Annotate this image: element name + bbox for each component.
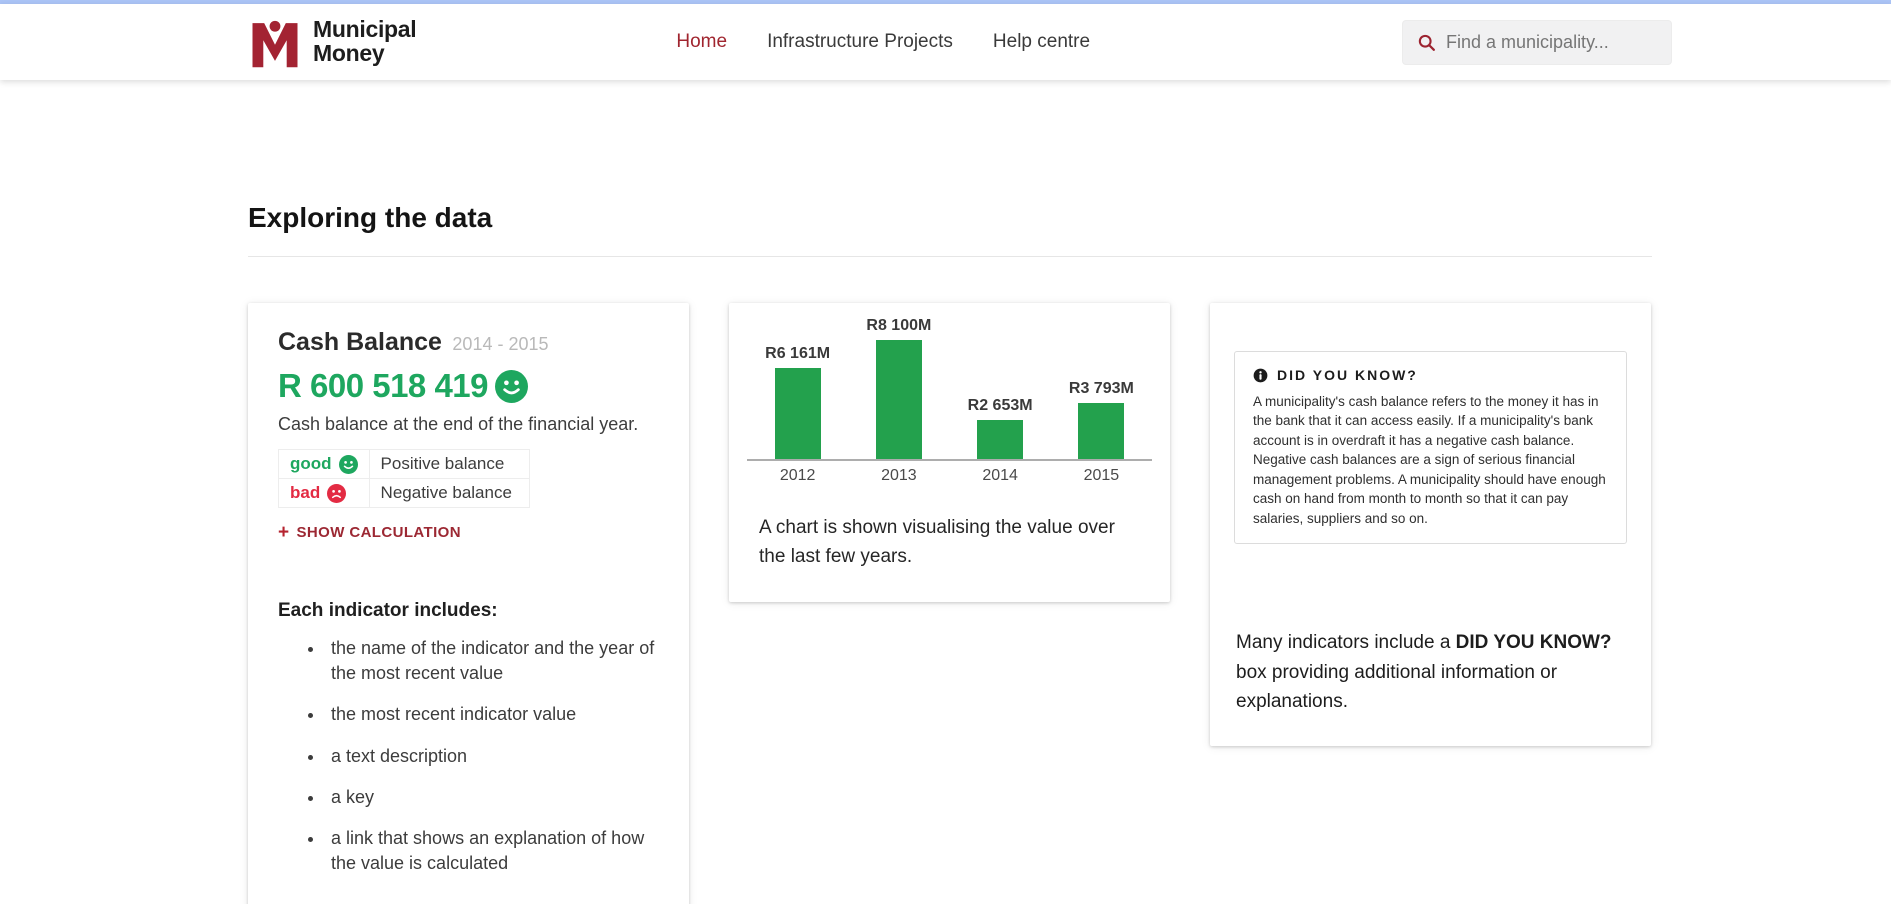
list-item: the most recent indicator value <box>325 702 659 727</box>
list-item: a text description <box>325 744 659 769</box>
did-you-know-text: A municipality's cash balance refers to … <box>1253 394 1606 526</box>
x-axis-tick-label: 2015 <box>1083 467 1120 484</box>
key-good-label: good <box>290 454 332 473</box>
indicator-key: good Positive balance <box>278 449 530 508</box>
key-bad-meaning: Negative balance <box>368 478 530 508</box>
chart-bars: R6 161M R8 100M R2 653M R3 793M <box>747 317 1152 459</box>
main-content: Exploring the data Cash Balance 2014 - 2… <box>248 202 1652 904</box>
chart-bar-group: R6 161M <box>747 345 848 459</box>
indicator-value: R 600 518 419 <box>278 367 489 404</box>
show-calculation-link[interactable]: + SHOW CALCULATION <box>278 522 461 543</box>
nav-infrastructure-projects[interactable]: Infrastructure Projects <box>767 31 953 52</box>
includes-heading: Each indicator includes: <box>278 600 498 621</box>
chart-bar-group: R3 793M <box>1051 380 1152 459</box>
list-item: the name of the indicator and the year o… <box>325 636 659 686</box>
x-axis-tick-label: 2012 <box>779 467 816 484</box>
list-item: a link that shows an explanation of how … <box>325 826 659 876</box>
sad-face-icon <box>327 483 347 503</box>
list-item: a key <box>325 785 659 810</box>
indicator-example-card: Cash Balance 2014 - 2015 R 600 518 419 C… <box>248 303 689 904</box>
chart-caption: A chart is shown visualising the value o… <box>759 517 1115 568</box>
section-divider <box>248 256 1652 257</box>
chart-bar-group: R2 653M <box>950 397 1051 459</box>
search-input[interactable] <box>1446 31 1656 53</box>
x-axis-tick-label: 2014 <box>982 467 1018 484</box>
logo-text: Municipal Money <box>313 16 417 66</box>
key-bad-label: bad <box>290 483 321 502</box>
x-axis-labels: 2012 2013 2014 2015 <box>747 467 1152 485</box>
search-icon <box>1418 34 1435 51</box>
m-person-logo-icon <box>252 20 298 68</box>
bar-value-label: R3 793M <box>1068 380 1134 397</box>
bar <box>774 368 821 459</box>
indicator-period: 2014 - 2015 <box>452 334 549 354</box>
did-you-know-heading: DID YOU KNOW? <box>1253 367 1608 383</box>
cash-balance-bar-chart: R6 161M R8 100M R2 653M R3 793M 2012 2013 201… <box>747 317 1152 485</box>
bar-value-label: R6 161M <box>765 345 831 362</box>
municipality-search-box[interactable] <box>1402 19 1672 65</box>
bar-value-label: R2 653M <box>967 397 1033 414</box>
bar <box>1078 403 1125 459</box>
nav-help-centre[interactable]: Help centre <box>992 31 1091 52</box>
happy-face-icon <box>495 369 529 403</box>
did-you-know-example-card: DID YOU KNOW? A municipality's cash bala… <box>1210 303 1651 747</box>
x-axis-tick-label: 2013 <box>881 467 917 484</box>
did-you-know-box: DID YOU KNOW? A municipality's cash bala… <box>1234 351 1627 545</box>
municipal-money-logo[interactable]: Municipal Money <box>248 15 417 69</box>
chart-example-card: R6 161M R8 100M R2 653M R3 793M 2012 2013 201… <box>729 303 1170 602</box>
key-row-good: good Positive balance <box>278 449 530 479</box>
top-accent-line <box>0 0 1891 4</box>
main-nav: Home Infrastructure Projects Help centre <box>676 31 1090 53</box>
key-good-meaning: Positive balance <box>368 449 530 479</box>
page-title: Exploring the data <box>248 202 493 233</box>
indicator-value-row: R 600 518 419 <box>278 367 659 405</box>
nav-home[interactable]: Home <box>676 31 728 52</box>
includes-list: the name of the indicator and the year o… <box>278 636 659 876</box>
plus-icon: + <box>278 522 290 543</box>
chart-bar-group: R8 100M <box>848 317 949 459</box>
x-axis-line <box>747 459 1152 461</box>
info-icon <box>1253 368 1268 382</box>
happy-face-icon <box>338 454 358 474</box>
bar <box>875 340 922 459</box>
bar-value-label: R8 100M <box>866 317 932 334</box>
site-header: Municipal Money Home Infrastructure Proj… <box>0 4 1891 80</box>
bar <box>977 420 1024 459</box>
cards-row: Cash Balance 2014 - 2015 R 600 518 419 C… <box>248 303 1652 904</box>
did-you-know-note: Many indicators include a DID YOU KNOW? … <box>1236 632 1612 712</box>
indicator-title: Cash Balance <box>278 328 442 356</box>
key-row-bad: bad Negative balance <box>278 478 530 508</box>
indicator-description: Cash balance at the end of the financial… <box>278 414 639 434</box>
indicator-title-row: Cash Balance 2014 - 2015 <box>278 328 659 357</box>
